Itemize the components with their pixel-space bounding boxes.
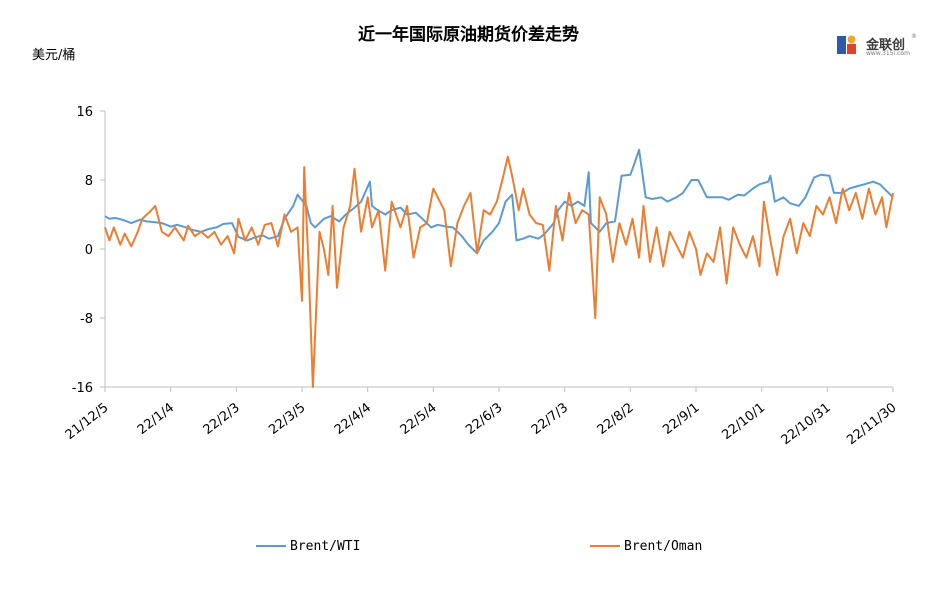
y-axis-unit-label: 美元/桶 [32, 48, 76, 63]
x-tick-label: 22/7/3 [529, 400, 571, 438]
y-tick-label: 16 [76, 105, 93, 120]
series-layer [104, 148, 894, 388]
x-tick-label: 21/12/5 [63, 400, 112, 443]
chart-title: 近一年国际原油期货价差走势 [358, 25, 579, 45]
legend-item-brent-oman: Brent/Oman [590, 538, 702, 554]
x-tick-label: 22/3/5 [266, 400, 308, 438]
y-tick-label: -8 [80, 312, 93, 327]
x-tick-labels: 21/12/5 22/1/4 22/2/3 22/3/5 22/4/4 22/5/4 22/… [63, 400, 900, 448]
legend-label-brent-wti: Brent/WTI [290, 538, 361, 554]
legend-swatch-brent-wti [256, 545, 286, 547]
x-tick-label: 22/6/3 [463, 400, 505, 438]
legend-item-brent-wti: Brent/WTI [256, 538, 360, 554]
x-tick-label: 22/10/31 [779, 400, 834, 448]
chart-axes [100, 110, 894, 392]
x-tick-label: 22/1/4 [135, 400, 177, 438]
y-tick-label: 8 [85, 174, 93, 189]
series-line-brent-wti [104, 148, 894, 255]
brand-logo: 金联创 www.315i.com ® [836, 33, 917, 59]
logo-mark-icon [837, 35, 856, 54]
legend-swatch-brent-oman [590, 545, 620, 547]
y-tick-label: -16 [72, 381, 93, 396]
logo-text: 金联创 [866, 38, 906, 53]
x-tick-label: 22/2/3 [201, 400, 243, 438]
x-tick-label: 22/5/4 [398, 400, 440, 438]
logo-url: www.315i.com [866, 50, 910, 57]
legend-label-brent-oman: Brent/Oman [624, 538, 703, 554]
y-tick-labels: -16 -8 0 8 16 [72, 105, 93, 396]
series-line-brent-oman [104, 155, 894, 388]
x-tick-label: 22/9/1 [660, 400, 702, 438]
y-tick-label: 0 [85, 243, 93, 258]
x-tick-label: 22/10/1 [719, 400, 768, 443]
x-tick-label: 22/8/2 [595, 400, 637, 438]
x-tick-label: 22/4/4 [332, 400, 374, 438]
x-tick-label: 22/11/30 [844, 400, 899, 448]
registered-mark: ® [911, 33, 917, 40]
